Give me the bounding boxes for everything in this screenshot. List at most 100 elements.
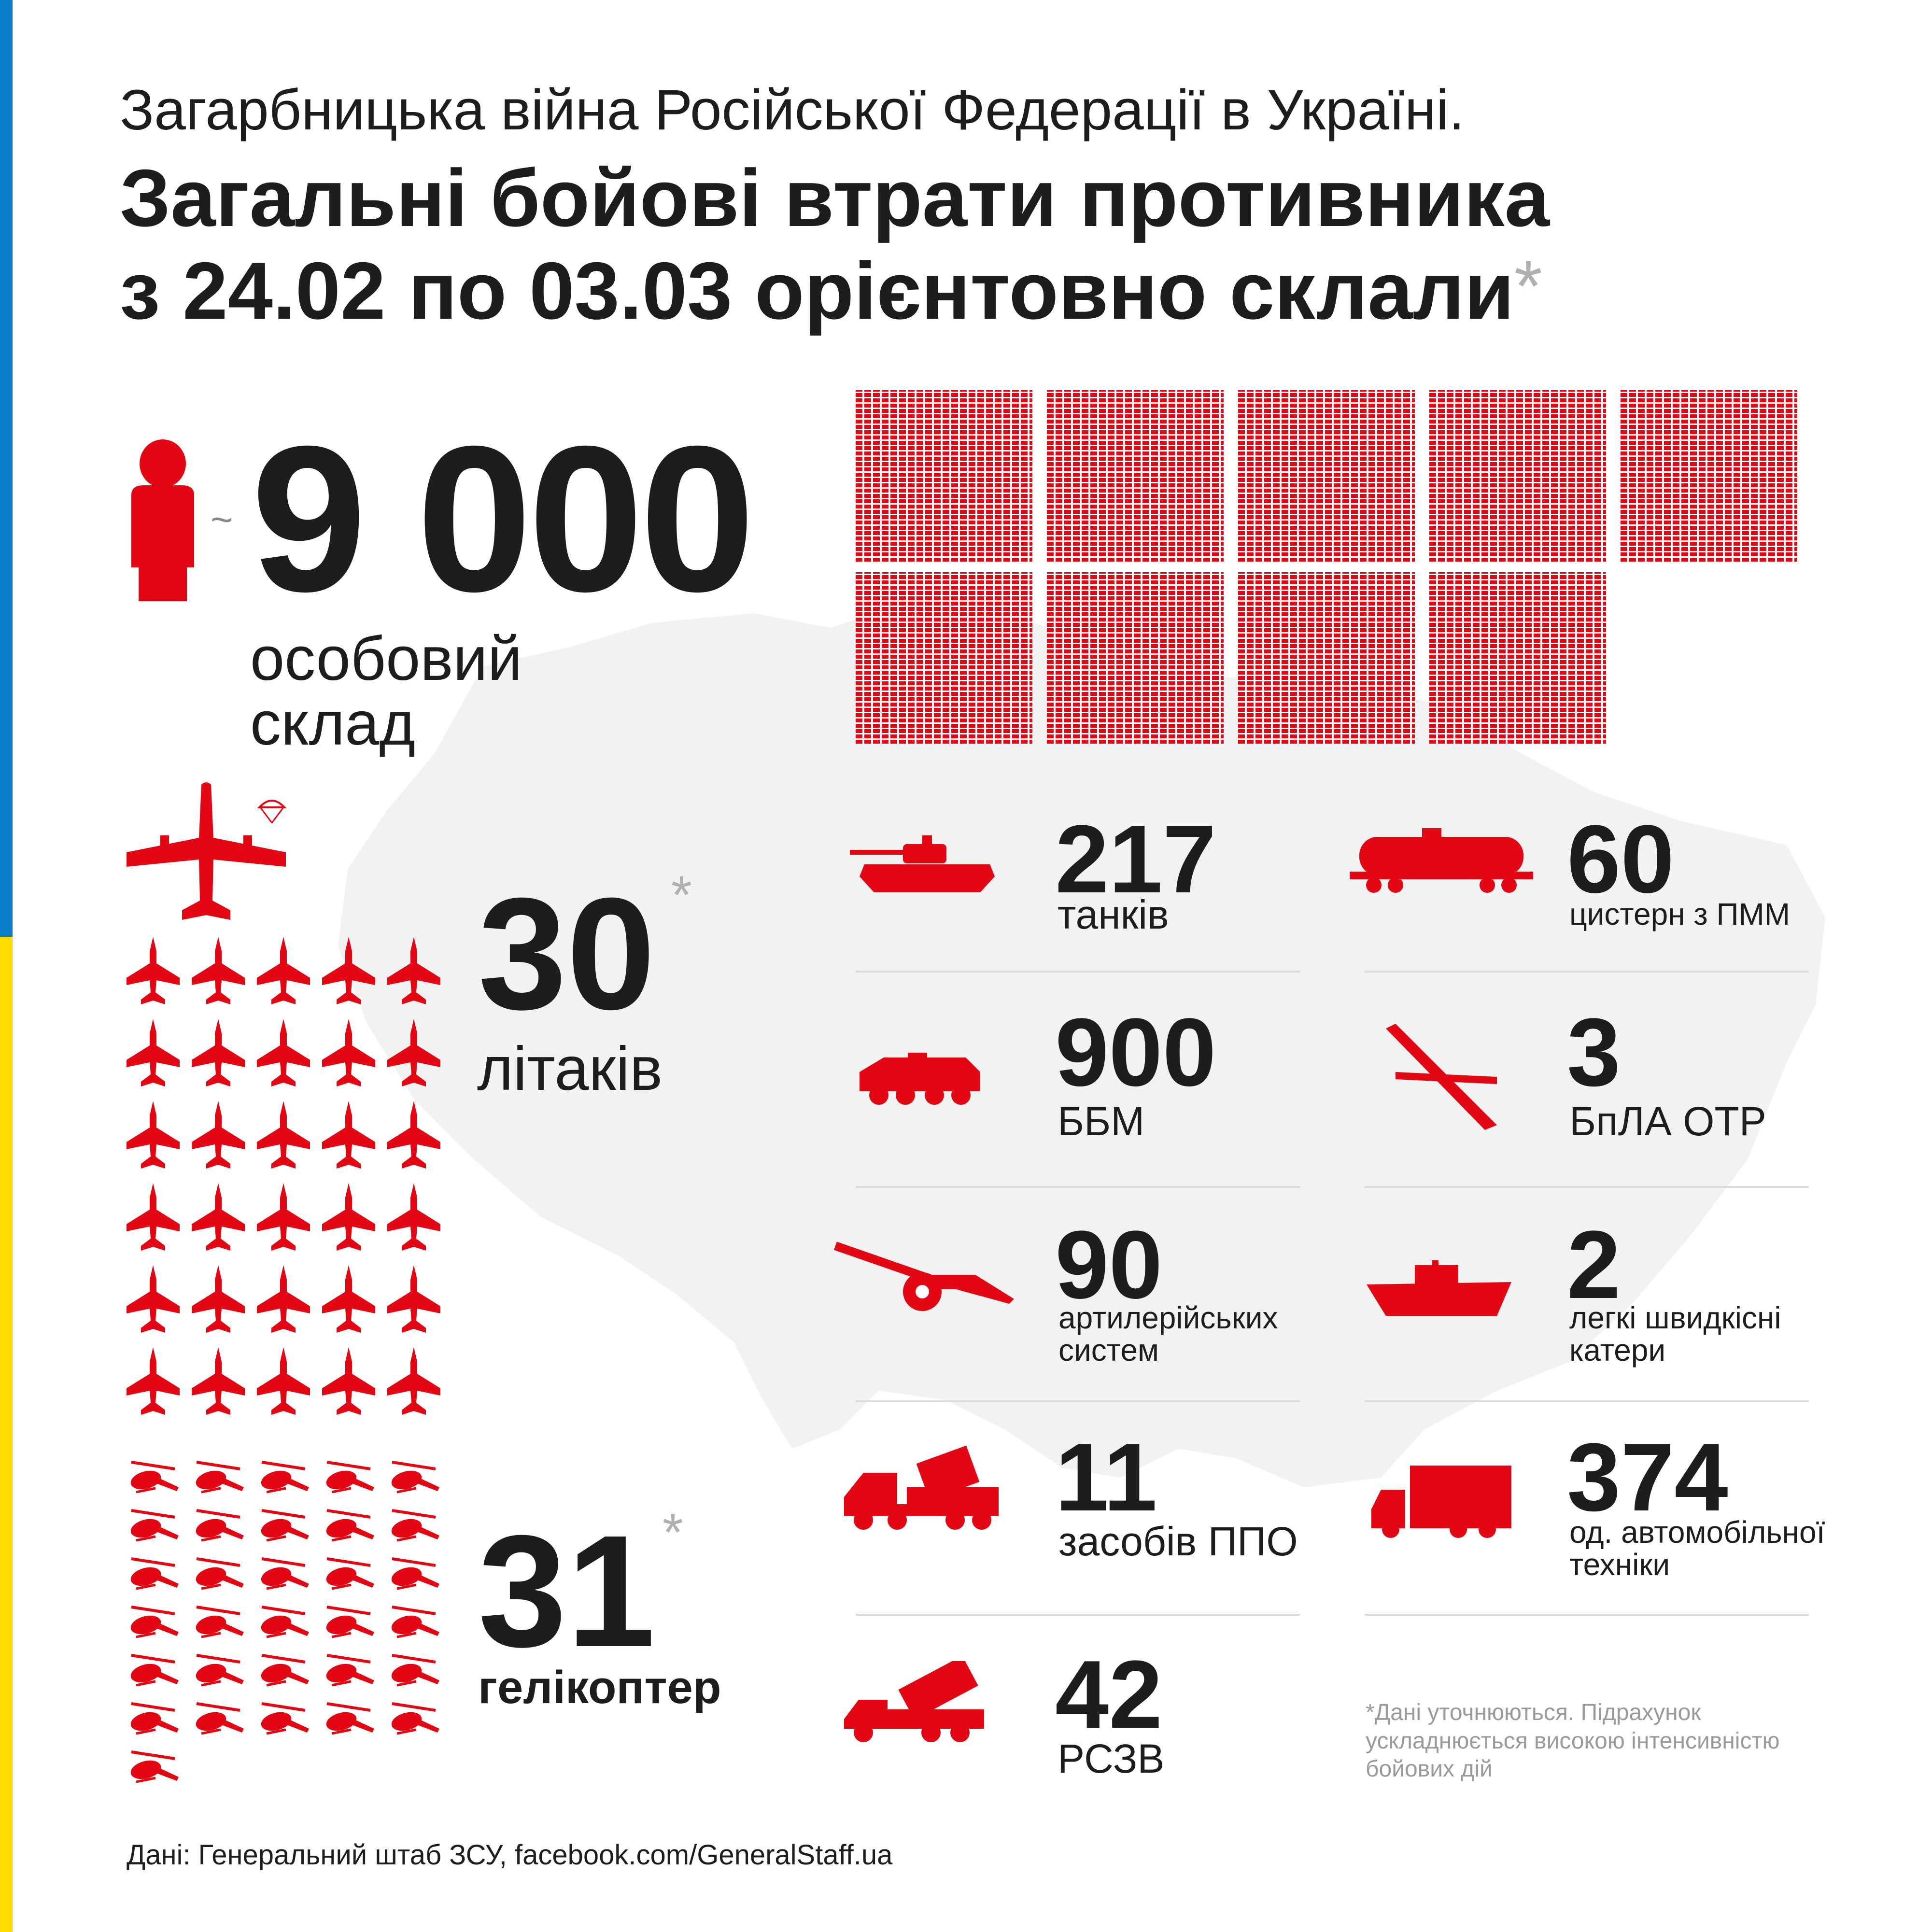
soldier-icon — [131, 439, 194, 601]
helicopter-icon — [326, 1461, 374, 1494]
mlrs-label: РСЗВ — [1058, 1736, 1165, 1781]
truck-icon — [1371, 1466, 1511, 1538]
subtitle: Загарбницька війна Російської Федерації … — [120, 78, 1465, 142]
helicopter-icon — [261, 1461, 309, 1494]
fighter-jet-icon — [257, 1019, 310, 1086]
vehicles-value: 374 — [1567, 1424, 1728, 1531]
personnel-label-line-1: особовий — [250, 624, 522, 693]
fighter-jet-icon — [322, 937, 375, 1004]
helicopter-icon — [391, 1461, 439, 1494]
helicopter-icon — [261, 1606, 309, 1638]
helicopters-value: 31 — [478, 1502, 656, 1680]
vehicles-label-line-2: техніки — [1569, 1547, 1670, 1582]
helicopter-icon — [261, 1654, 309, 1687]
personnel-grid-block — [1621, 390, 1797, 562]
boats-label-line-2: катери — [1569, 1333, 1666, 1368]
aircraft-value: 30 — [478, 864, 656, 1043]
artillery-value: 90 — [1055, 1211, 1163, 1319]
drone-icon — [1386, 1024, 1497, 1130]
personnel-label: особовий склад — [250, 624, 522, 759]
helicopters-label: гелікоптер — [478, 1662, 721, 1713]
mlrs-value: 42 — [1055, 1641, 1163, 1749]
fighter-jet-icon — [257, 1183, 310, 1251]
fighter-jet-icon — [127, 1183, 180, 1251]
helicopter-icon — [326, 1557, 374, 1590]
helicopter-icon — [130, 1509, 179, 1542]
divider — [1365, 1614, 1809, 1616]
helicopter-icon — [391, 1606, 439, 1638]
helicopter-icon — [391, 1557, 439, 1590]
approx-sign: ~ — [211, 498, 233, 541]
air-defense-value: 11 — [1055, 1424, 1157, 1531]
personnel-label-line-2: склад — [250, 689, 415, 759]
divider — [1365, 1186, 1809, 1188]
aircraft-asterisk: * — [671, 865, 692, 925]
artillery-icon — [834, 1241, 1014, 1311]
page-title: Загальні бойові втрати противника з 24.0… — [120, 152, 1550, 337]
fighter-jet-icon — [322, 1101, 375, 1169]
helicopter-icon — [326, 1509, 374, 1542]
flag-stripe-blue — [0, 0, 13, 937]
fighter-jet-icon — [127, 1019, 180, 1086]
personnel-grid-block — [1047, 572, 1224, 744]
drone-label: БпЛА ОТР — [1569, 1099, 1766, 1144]
fighter-jet-icon — [127, 1265, 180, 1333]
divider — [856, 1400, 1300, 1402]
personnel-grid-block — [856, 572, 1032, 744]
boat-icon — [1367, 1260, 1511, 1316]
personnel-grid-block — [1238, 390, 1415, 562]
personnel-grid-block — [856, 390, 1032, 562]
fighter-jet-icon — [387, 1183, 440, 1251]
flag-stripe-yellow — [0, 937, 13, 1932]
fuel-tank-wagon-icon — [1350, 828, 1533, 893]
fighter-jet-icon — [257, 937, 310, 1004]
personnel-grid-block — [1429, 572, 1606, 744]
title-line-2: з 24.02 по 03.03 орієнтовно склали* — [120, 245, 1550, 338]
helicopter-icon — [196, 1702, 244, 1735]
helicopter-icon — [196, 1654, 244, 1687]
helicopter-icon — [326, 1702, 374, 1735]
helicopter-icon — [196, 1557, 244, 1590]
helicopter-icon — [130, 1654, 179, 1687]
aircraft-label: літаків — [477, 1034, 663, 1103]
helicopter-icon — [391, 1509, 439, 1542]
parachute-icon — [257, 800, 286, 823]
personnel-value: 9 000 — [251, 403, 755, 635]
fighter-jet-icon — [192, 1183, 245, 1251]
apc-icon — [860, 1053, 980, 1105]
helicopter-icon — [326, 1654, 374, 1687]
fighter-jet-icon — [322, 1183, 375, 1251]
helicopter-icon — [196, 1509, 244, 1542]
artillery-label: артилерійських систем — [1058, 1300, 1278, 1367]
title-line-1: Загальні бойові втрати противника — [120, 153, 1550, 243]
divider — [1365, 971, 1809, 973]
fighter-jet-icon — [127, 1101, 180, 1169]
divider — [1365, 1400, 1809, 1402]
mlrs-icon — [844, 1661, 984, 1742]
air-defense-label: засобів ППО — [1058, 1519, 1298, 1564]
helicopter-icon — [261, 1509, 309, 1542]
helicopters-grid — [127, 1458, 445, 1806]
fuel-tanks-label: цистерн з ПММ — [1569, 897, 1791, 931]
drone-value: 3 — [1567, 999, 1621, 1106]
fighter-jet-icon — [257, 1265, 310, 1333]
helicopter-icon — [130, 1606, 179, 1638]
title-asterisk: * — [1514, 245, 1543, 326]
apc-value: 900 — [1055, 999, 1216, 1106]
fighter-jet-icon — [192, 1347, 245, 1415]
helicopter-icon — [130, 1750, 179, 1783]
tank-icon — [850, 835, 995, 892]
footnote-line-1: *Дані уточнюються. Підрахунок — [1366, 1700, 1701, 1725]
tanks-label: танків — [1058, 892, 1169, 937]
fighter-jet-icon — [387, 1265, 440, 1333]
helicopter-icon — [130, 1702, 179, 1735]
fighter-jet-icon — [257, 1101, 310, 1169]
artillery-label-line-1: артилерійських — [1058, 1300, 1278, 1335]
fighter-jet-icon — [387, 1101, 440, 1169]
personnel-grid-block — [1429, 390, 1606, 562]
divider — [856, 971, 1300, 973]
fighter-jet-icon — [192, 1265, 245, 1333]
helicopter-icon — [130, 1461, 179, 1494]
footnote-line-2: ускладнюється високою інтенсивністю — [1366, 1728, 1780, 1754]
boats-label: легкі швидкісні катери — [1569, 1301, 1781, 1368]
